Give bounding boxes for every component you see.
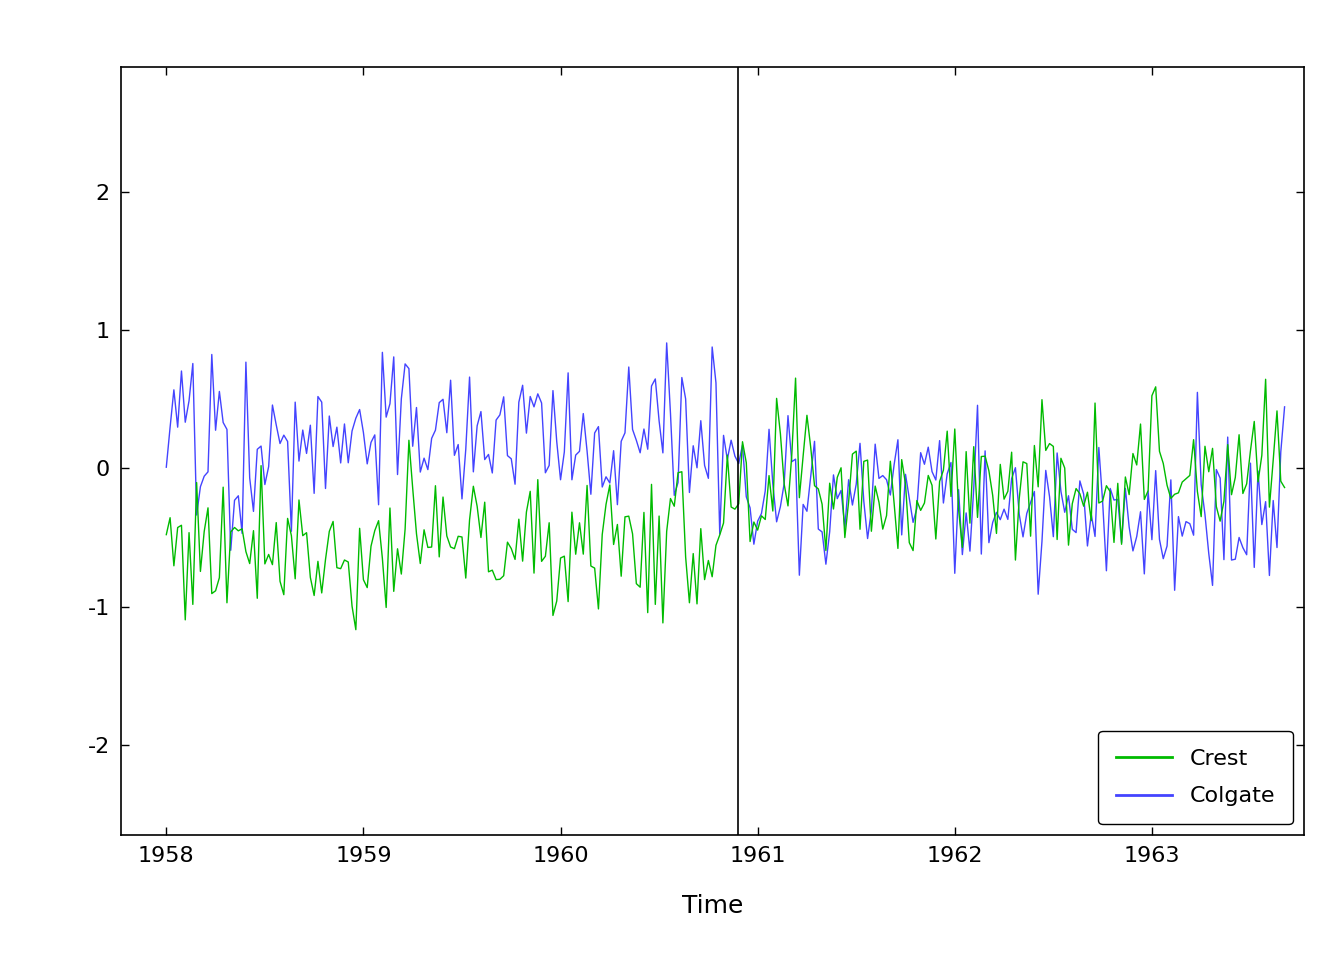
X-axis label: Time: Time [681,894,743,918]
Legend: Crest, Colgate: Crest, Colgate [1098,731,1293,824]
